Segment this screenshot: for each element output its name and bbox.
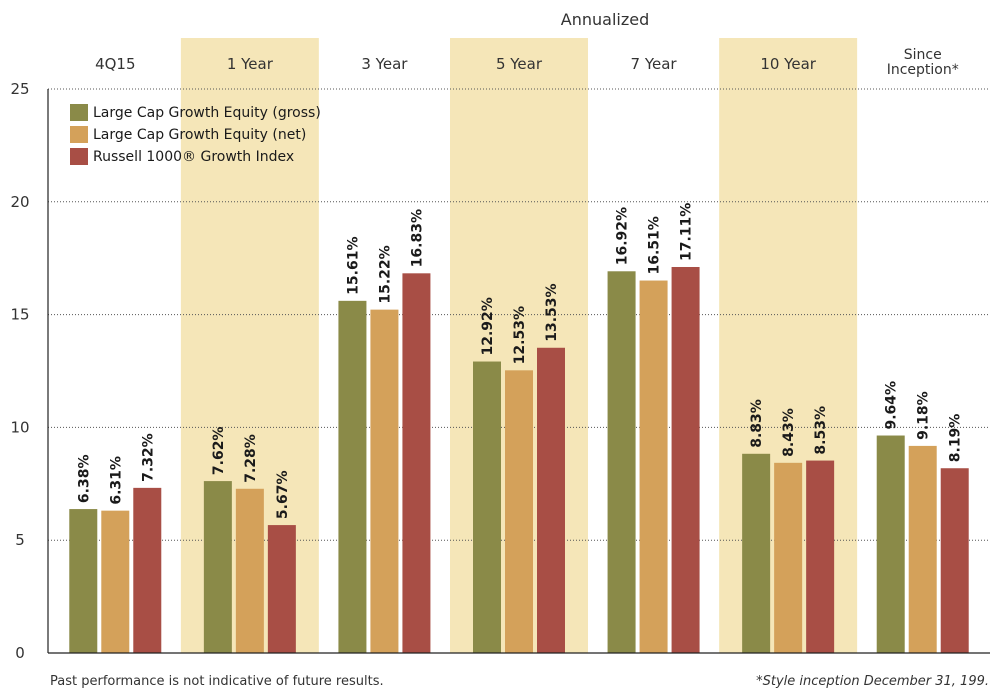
bar-series xyxy=(69,266,969,653)
bar-series3-cat5 xyxy=(671,266,700,653)
value-label-series2-cat2: 7.28% xyxy=(243,434,259,483)
value-label-series3-cat3: 16.83% xyxy=(409,209,425,267)
value-label-series3-cat6: 8.53% xyxy=(813,406,829,455)
bar-series1-cat3 xyxy=(338,300,367,653)
bar-series2-cat6 xyxy=(774,462,803,653)
y-tick-label-15: 15 xyxy=(10,306,29,324)
value-label-series2-cat5: 16.51% xyxy=(647,216,663,274)
bar-series2-cat4 xyxy=(505,370,533,653)
value-label-series2-cat6: 8.43% xyxy=(781,408,797,457)
value-label-series1-cat2: 7.62% xyxy=(211,427,227,476)
legend-label-1: Large Cap Growth Equity (gross) xyxy=(93,105,321,121)
y-tick-label-25: 25 xyxy=(10,80,29,98)
bar-series2-cat5 xyxy=(639,280,668,653)
category-label-5: 7 Year xyxy=(631,55,678,73)
bar-series3-cat7 xyxy=(940,468,969,653)
legend-label-2: Large Cap Growth Equity (net) xyxy=(93,127,306,143)
legend: Large Cap Growth Equity (gross) Large Cap… xyxy=(70,104,321,165)
value-label-series3-cat1: 7.32% xyxy=(140,433,156,482)
value-label-series1-cat4: 12.92% xyxy=(480,297,496,355)
value-label-series2-cat3: 15.22% xyxy=(377,245,393,303)
y-tick-label-10: 10 xyxy=(10,418,29,436)
y-tick-label-0: 0 xyxy=(15,644,25,662)
category-label-1: 4Q15 xyxy=(95,55,135,73)
y-tick-label-20: 20 xyxy=(10,193,29,211)
legend-swatch-3 xyxy=(70,148,88,165)
bar-series1-cat1 xyxy=(69,509,98,653)
value-label-series2-cat4: 12.53% xyxy=(512,306,528,364)
shaded-period-bands xyxy=(180,38,858,653)
bar-series2-cat1 xyxy=(101,510,130,653)
category-label-4: 5 Year xyxy=(496,55,543,73)
value-label-series3-cat7: 8.19% xyxy=(948,414,964,463)
category-label-7-line-2: Inception* xyxy=(887,62,959,78)
bar-series3-cat1 xyxy=(133,487,162,653)
category-label-7-line-1: Since xyxy=(904,47,942,63)
annualized-header: Annualized xyxy=(561,10,649,29)
bar-series2-cat2 xyxy=(235,488,264,653)
bar-series1-cat5 xyxy=(607,271,636,653)
value-label-series1-cat7: 9.64% xyxy=(884,381,900,430)
bar-series3-cat3 xyxy=(402,273,431,653)
bar-series2-cat7 xyxy=(908,445,937,653)
value-label-series3-cat5: 17.11% xyxy=(679,203,695,261)
bar-series1-cat6 xyxy=(742,453,771,653)
value-label-series2-cat1: 6.31% xyxy=(108,456,124,505)
legend-swatch-2 xyxy=(70,126,88,143)
category-label-6: 10 Year xyxy=(760,55,816,73)
bar-series1-cat4 xyxy=(473,361,501,653)
bar-series2-cat3 xyxy=(370,309,399,653)
bar-series1-cat2 xyxy=(203,481,232,653)
value-label-series1-cat5: 16.92% xyxy=(615,207,631,265)
column-headers: Annualized 4Q15 1 Year 3 Year 5 Year 7 Year 1… xyxy=(95,10,959,78)
bar-series1-cat7 xyxy=(876,435,905,653)
legend-swatch-1 xyxy=(70,104,88,121)
category-label-2: 1 Year xyxy=(227,55,274,73)
legend-label-3: Russell 1000® Growth Index xyxy=(93,149,294,165)
category-label-3: 3 Year xyxy=(361,55,408,73)
value-label-series2-cat7: 9.18% xyxy=(916,391,932,440)
bar-series3-cat4 xyxy=(537,347,565,653)
bar-series3-cat2 xyxy=(267,525,296,653)
value-label-series3-cat4: 13.53% xyxy=(544,283,560,341)
bar-series3-cat6 xyxy=(806,460,835,653)
value-label-series1-cat1: 6.38% xyxy=(76,454,92,503)
axes: 0 5 10 15 20 25 xyxy=(10,80,990,662)
disclaimer-footnote: Past performance is not indicative of fu… xyxy=(50,674,384,689)
value-label-series1-cat3: 15.61% xyxy=(345,237,361,295)
value-label-series3-cat2: 5.67% xyxy=(275,471,291,520)
inception-footnote: *Style inception December 31, 199. xyxy=(756,674,989,689)
data-labels: 6.38% 6.31% 7.32% 7.62% 7.28% 5.67% 15.61% 15.2… xyxy=(76,203,963,519)
y-tick-label-5: 5 xyxy=(15,531,25,549)
value-label-series1-cat6: 8.83% xyxy=(749,399,765,448)
